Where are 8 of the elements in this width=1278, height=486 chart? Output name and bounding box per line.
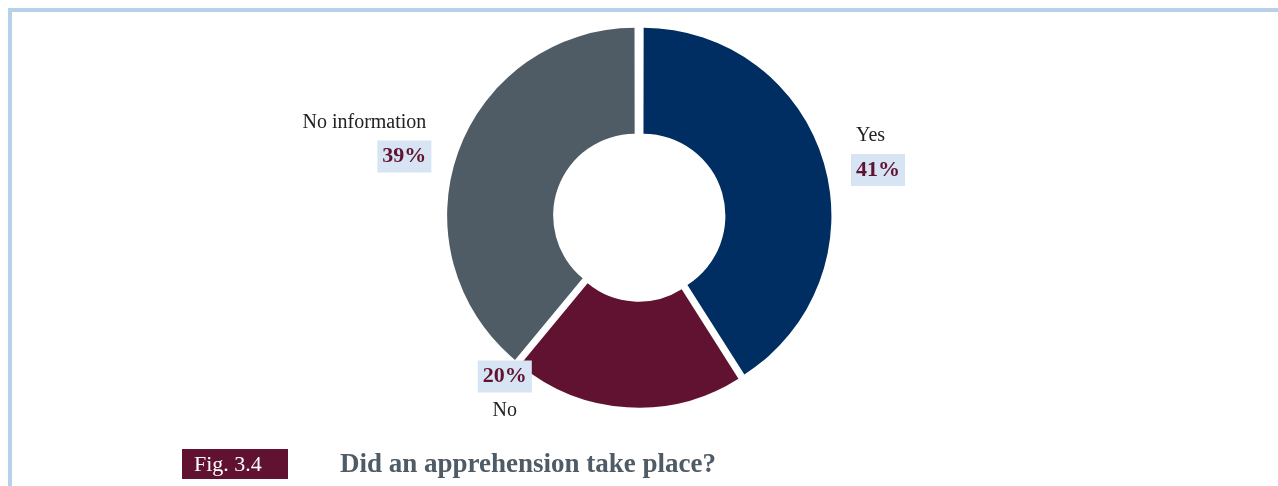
slice-label: No: [492, 397, 518, 420]
slice-label: No information: [302, 109, 427, 132]
slice-label: Yes: [856, 123, 886, 146]
text: Did an apprehension take place?: [340, 448, 717, 479]
data-label: 20%: [482, 362, 527, 388]
data-label: 41%: [856, 155, 901, 181]
caption: Fig. 3.4: [182, 448, 288, 479]
data-label: 39%: [382, 142, 427, 168]
